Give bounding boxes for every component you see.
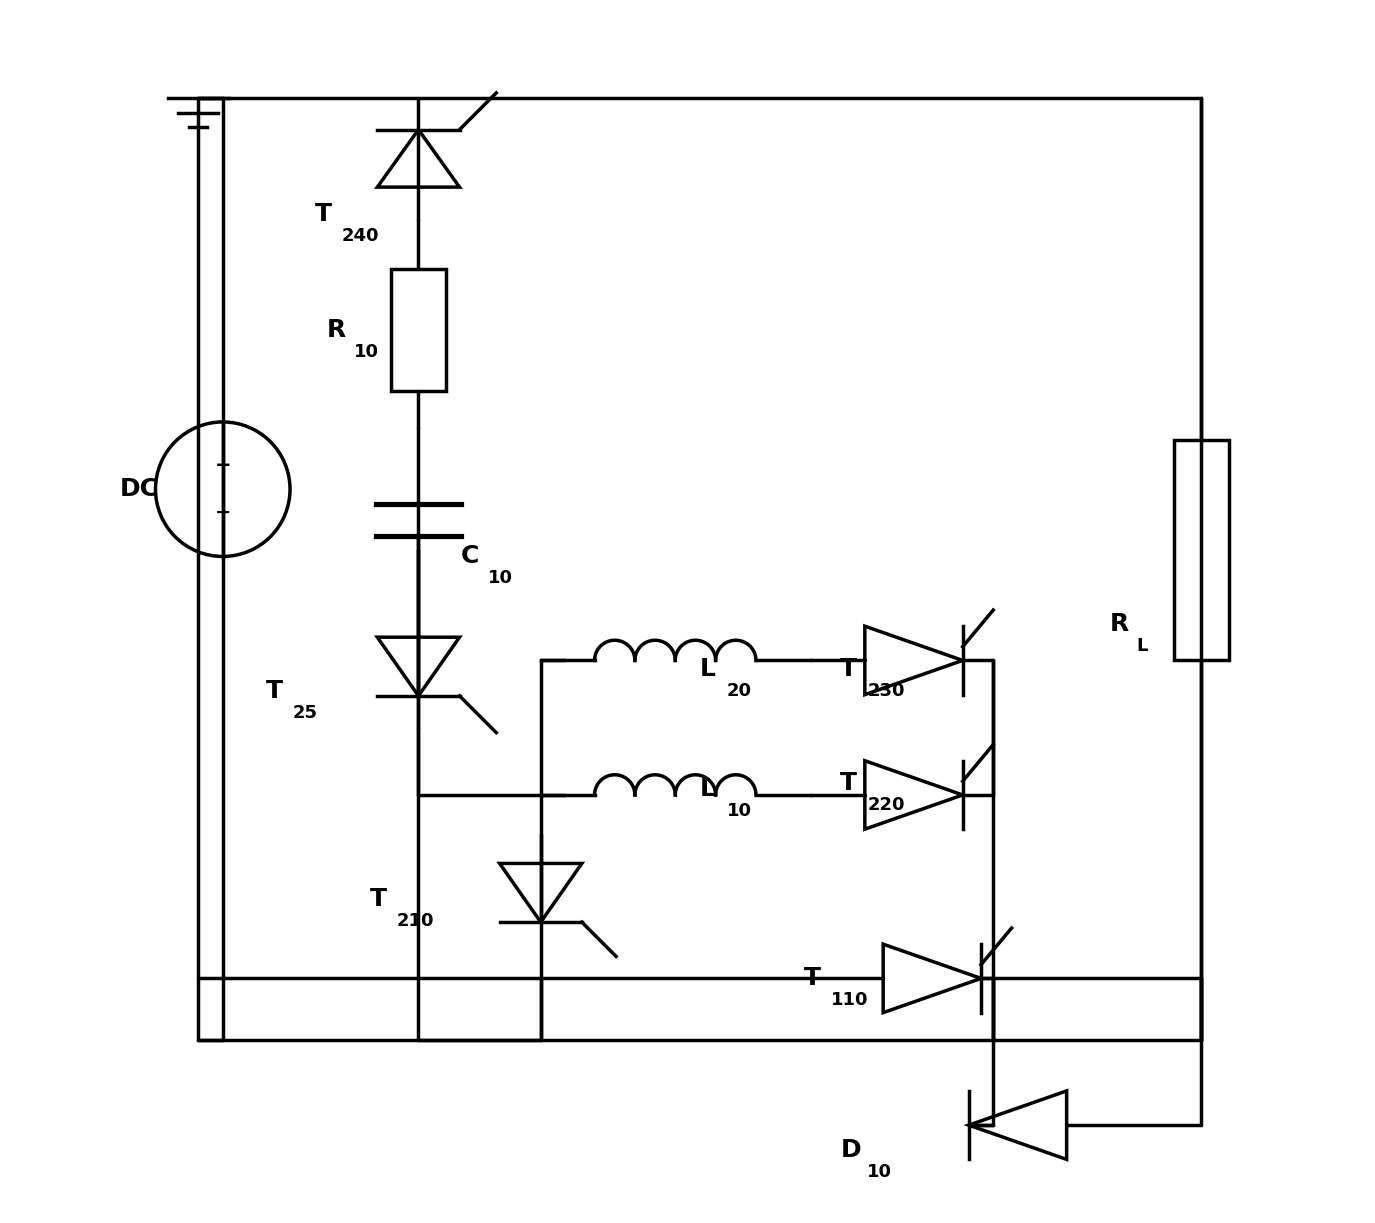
Text: T: T: [803, 966, 821, 991]
Text: 220: 220: [868, 796, 905, 813]
Text: 240: 240: [341, 227, 380, 245]
Text: 10: 10: [353, 344, 378, 361]
Text: 10: 10: [726, 802, 752, 819]
Text: R: R: [1110, 612, 1129, 636]
Text: T: T: [315, 202, 331, 226]
Text: L: L: [1136, 637, 1148, 654]
Text: R: R: [327, 318, 346, 342]
Text: 10: 10: [868, 1163, 892, 1180]
Text: +: +: [214, 456, 231, 476]
Text: 210: 210: [396, 912, 434, 929]
Text: 230: 230: [868, 682, 905, 700]
Text: T: T: [265, 679, 283, 703]
Text: T: T: [370, 887, 386, 911]
Text: 25: 25: [293, 704, 318, 722]
Text: 10: 10: [488, 570, 513, 587]
Text: 110: 110: [830, 992, 868, 1009]
Text: D: D: [840, 1137, 861, 1162]
Bar: [390, 269, 446, 391]
Bar: [1174, 440, 1229, 660]
Text: T: T: [840, 657, 858, 681]
Text: 20: 20: [726, 682, 752, 700]
Text: T: T: [840, 770, 858, 795]
Text: L: L: [700, 777, 715, 801]
Text: L: L: [700, 657, 715, 681]
Text: DC: DC: [120, 477, 160, 501]
Text: C: C: [461, 544, 480, 569]
Text: −: −: [214, 503, 231, 522]
